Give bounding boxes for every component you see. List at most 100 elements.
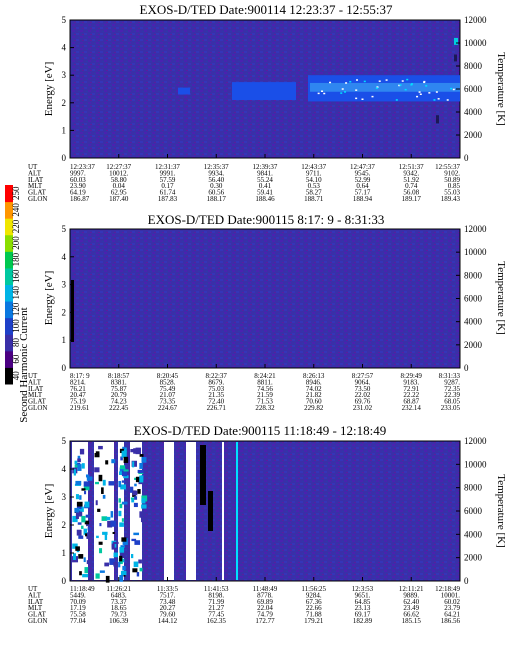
signal-blob — [102, 479, 106, 486]
signal-blob — [107, 520, 113, 528]
ephemeris-value: 229.82 — [304, 404, 324, 412]
y2-tick-label: 12000 — [464, 224, 487, 234]
ephemeris-value: 10001. — [441, 591, 461, 599]
ephemeris-value: 21.27 — [208, 604, 224, 612]
ephemeris-value: 7517. — [160, 591, 176, 599]
ephemeris-row-label: ALT — [28, 169, 42, 177]
signal-blob — [122, 565, 126, 571]
speckle — [340, 92, 343, 94]
panel-2-ticks: 0 1 2 3 4 5 0 2000 4000 6000 8000 10000 12000 — [62, 224, 488, 373]
y-tick-label: 2 — [62, 307, 67, 317]
y-tick-label: 0 — [62, 153, 67, 163]
ephemeris-value: 12:31:37 — [155, 163, 180, 171]
ephemeris-value: 0.30 — [210, 182, 223, 190]
colorbar-segment — [5, 234, 13, 252]
signal-blob — [119, 467, 126, 472]
signal-blob — [119, 471, 124, 475]
colorbar-segment — [5, 185, 13, 203]
signal-blob — [122, 446, 126, 450]
ephemeris-value: 62.95 — [111, 189, 127, 197]
ephemeris-value: 70.60 — [306, 398, 322, 406]
signal-blob — [139, 475, 144, 483]
signal-blob — [132, 490, 138, 496]
ephemeris-value: 69.76 — [355, 398, 371, 406]
ephemeris-value: 71.99 — [208, 598, 224, 606]
signal-blob — [75, 494, 79, 500]
ephemeris-value: 188.71 — [304, 195, 324, 203]
ephemeris-value: 8:27:57 — [352, 372, 374, 380]
signal-blob — [121, 537, 127, 542]
speckle — [323, 92, 326, 95]
signal-blob — [140, 516, 147, 523]
ephemeris-value: 57.17 — [355, 189, 371, 197]
ephemeris-value: 231.02 — [353, 404, 373, 412]
data-gap — [164, 442, 174, 580]
y2-tick-label: 2000 — [464, 340, 483, 350]
signal-blob — [133, 532, 140, 536]
speckle — [345, 82, 348, 84]
signal-blob — [108, 481, 115, 486]
ephemeris-value: 67.36 — [306, 598, 322, 606]
signal-blob — [139, 454, 144, 457]
signal-blob — [138, 481, 143, 485]
ephemeris-value: 77.04 — [70, 617, 86, 625]
signal-blob — [113, 552, 119, 558]
signal-blob — [83, 485, 90, 491]
ephemeris-value: 8679. — [208, 378, 224, 386]
ephemeris-value: 20.27 — [160, 604, 176, 612]
ephemeris-value: 74.79 — [257, 611, 273, 619]
ephemeris-value: 187.40 — [109, 195, 129, 203]
signal-blob — [98, 474, 103, 482]
ephemeris-value: 8:20:45 — [157, 372, 179, 380]
signal-blob — [102, 531, 108, 535]
ephemeris-value: 74.02 — [306, 385, 322, 393]
ephemeris-value: 10012. — [109, 169, 129, 177]
speckle — [410, 83, 413, 85]
ephemeris-value: 185.15 — [402, 617, 422, 625]
ephemeris-row-label: ALT — [28, 378, 42, 386]
y-tick-label: 0 — [62, 363, 67, 373]
speckle — [452, 88, 455, 91]
signal-blob — [119, 465, 126, 470]
ephemeris-value: 58.27 — [306, 189, 322, 197]
signal-blob — [75, 512, 79, 520]
ephemeris-value: 12:3:53 — [352, 585, 374, 593]
signal-blob — [73, 553, 76, 560]
ephemeris-value: 224.67 — [158, 404, 178, 412]
ephemeris-value: 186.56 — [441, 617, 461, 625]
y-tick-label: 1 — [62, 548, 67, 558]
y2-tick-label: 4000 — [464, 317, 483, 327]
signal-streak — [208, 491, 213, 531]
panel-1-y2label: Temperature [K] — [495, 52, 505, 125]
ephemeris-value: 21.82 — [306, 391, 322, 399]
signal-blob — [106, 516, 111, 521]
ephemeris-value: 9934. — [208, 169, 224, 177]
signal-blob — [132, 461, 135, 468]
signal-blob — [96, 535, 99, 539]
signal-blob — [99, 523, 102, 527]
panel-1-ticks: 0 1 2 3 4 5 0 2000 4000 6000 8000 10000 12000 — [62, 15, 488, 163]
signal-blob — [130, 497, 134, 500]
ephemeris-value: 12:55:37 — [435, 163, 460, 171]
signal-blob — [120, 484, 127, 490]
ephemeris-row-label: MLT — [28, 182, 43, 190]
ephemeris-value: 75.19 — [70, 398, 86, 406]
ephemeris-value: 74.23 — [111, 398, 127, 406]
ephemeris-row-label: UT — [28, 585, 38, 593]
speckle — [363, 80, 366, 83]
y-tick-label: 1 — [62, 335, 67, 345]
colorbar-segment — [5, 284, 13, 302]
panel-3-ticks: 0 1 2 3 4 5 0 2000 4000 6000 8000 10000 12000 — [62, 436, 488, 586]
signal-blob — [120, 545, 126, 548]
speckle — [321, 90, 324, 92]
ephemeris-value: 219.61 — [70, 404, 90, 412]
y-tick-label: 2 — [62, 520, 67, 530]
speckle — [428, 92, 431, 94]
signal-blob — [77, 455, 81, 459]
ephemeris-value: 56.40 — [208, 176, 224, 184]
signal-blob — [130, 486, 134, 493]
y2-tick-label: 4000 — [464, 107, 483, 117]
signal-blob — [111, 459, 116, 464]
ephemeris-value: 70.09 — [70, 598, 86, 606]
signal-blob — [141, 504, 147, 509]
